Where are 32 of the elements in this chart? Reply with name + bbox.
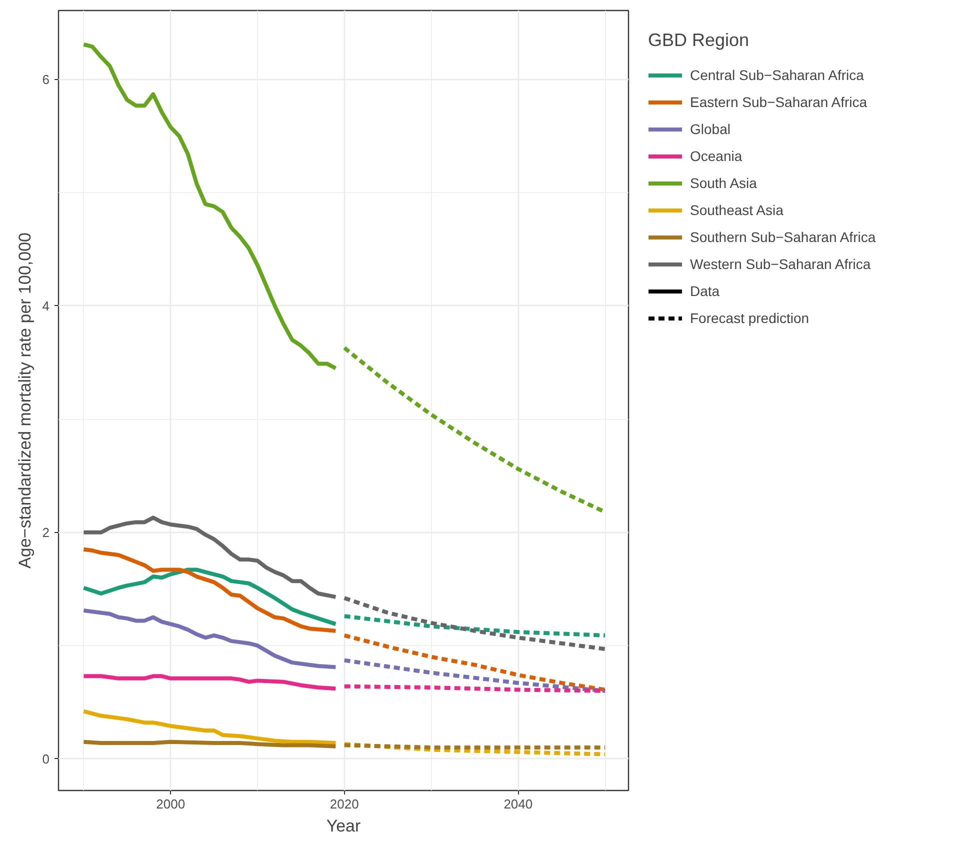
line-series [82,608,338,670]
legend-label: Western Sub−Saharan Africa [690,256,871,272]
legend-label: South Asia [690,175,757,191]
y-tick-label: 6 [42,72,50,88]
text: Forecast prediction [690,310,810,326]
line-series [342,742,608,756]
y-tick-label: 4 [42,298,50,314]
x-axis-title: Year [326,816,362,836]
line-series [342,596,608,651]
line-series [342,633,608,692]
x-tick-label: 2020 [330,796,359,812]
line-series [82,547,338,633]
line-series [82,42,338,370]
legend-label: Oceania [690,148,742,164]
legend-label: Central Sub−Saharan Africa [690,67,864,83]
legend-label: Southern Sub−Saharan Africa [690,229,876,245]
x-tick-label: 2040 [504,796,533,812]
line-series [342,658,608,693]
text: Data [690,283,720,299]
legend-label: Global [690,121,730,137]
x-tick-label: 2000 [156,796,186,812]
y-tick-label: 0 [42,751,50,766]
legend-label: Southeast Asia [690,202,784,218]
line-series [82,516,338,599]
y-axis-title: Age−standardized mortality rate per 100,000 [15,232,34,568]
line-series [82,709,338,745]
legend-label: Eastern Sub−Saharan Africa [690,94,868,110]
line-series [342,614,608,638]
line-series [82,568,338,626]
legend-title: GBD Region [648,30,750,51]
y-tick-label: 2 [42,524,50,540]
line-series [82,674,338,691]
